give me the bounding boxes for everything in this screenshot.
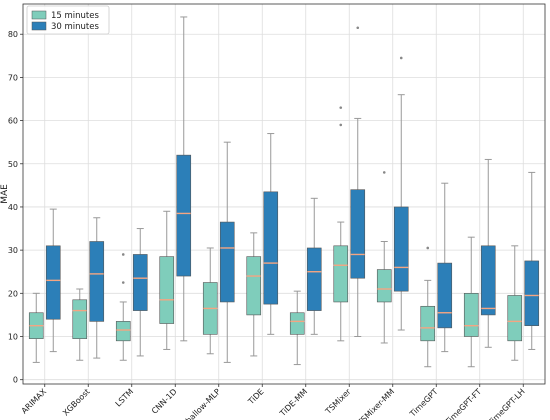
box-body [480, 245, 496, 316]
x-tick-label: ARIMAX [20, 387, 49, 416]
x-tick-label: CNN-1D [150, 387, 179, 416]
outlier-point [356, 26, 360, 30]
box-body [333, 245, 349, 303]
box-30-minutes-Shallow-MLP [219, 141, 235, 363]
y-tick-label: 60 [8, 117, 18, 126]
box-body [219, 221, 235, 303]
outlier-point [426, 246, 430, 250]
box-30-minutes-TSMixer [350, 26, 366, 337]
legend-label: 15 minutes [51, 11, 99, 21]
box-15-minutes-Shallow-MLP [202, 247, 218, 355]
box-30-minutes-TimeGPT-LH [524, 171, 540, 350]
grid-layer [23, 4, 545, 384]
outlier-point [121, 253, 125, 256]
box-body [524, 260, 540, 327]
box-body [393, 206, 409, 292]
x-tick-label: TSMixer [323, 387, 353, 417]
box-body [246, 256, 262, 316]
outlier-point [339, 106, 343, 109]
box-body [159, 256, 175, 324]
box-15-minutes-TimeGPT-LH [507, 245, 523, 361]
box-15-minutes-TiDE [246, 232, 262, 357]
legend-label: 30 minutes [51, 22, 99, 32]
x-tick-label: Shallow-MLP [180, 387, 222, 420]
box-15-minutes-ARIMAX [28, 292, 44, 363]
box-30-minutes-TimeGPT [437, 182, 453, 353]
y-tick-label: 0 [13, 376, 18, 385]
y-tick-label: 70 [8, 73, 18, 82]
plot-layer [28, 16, 540, 368]
outlier-point [399, 56, 403, 60]
box-15-minutes-TiDE-MM [289, 290, 305, 366]
box-15-minutes-TSMixer [333, 106, 349, 342]
y-tick-label: 10 [8, 333, 18, 342]
x-tick-label: LSTM [114, 387, 136, 409]
box-30-minutes-CNN-1D [176, 16, 192, 342]
legend-box [26, 5, 110, 35]
box-body [437, 262, 453, 329]
box-body [176, 154, 192, 277]
x-tick-label: TimeGPT-FT [443, 387, 483, 420]
legend-swatch [31, 10, 47, 20]
box-body [350, 189, 366, 279]
box-body [45, 245, 61, 320]
box-15-minutes-CNN-1D [159, 210, 175, 350]
box-body [115, 321, 131, 342]
plot-frame [22, 3, 546, 385]
box-30-minutes-ARIMAX [45, 208, 61, 353]
box-30-minutes-TiDE-MM [306, 197, 322, 335]
box-body [89, 241, 105, 322]
box-body [72, 299, 88, 339]
y-tick-label: 80 [8, 30, 18, 39]
box-15-minutes-TimeGPT [420, 246, 436, 368]
y-tick-label: 40 [8, 203, 18, 212]
box-body [376, 269, 392, 303]
box-15-minutes-TSMixer-MM [376, 171, 392, 344]
y-tick-label: 50 [8, 160, 18, 169]
y-tick-label: 20 [8, 289, 18, 298]
box-body [132, 254, 148, 311]
outlier-point [121, 281, 125, 284]
box-15-minutes-TimeGPT-FT [463, 236, 479, 368]
x-tick-label: XGBoost [61, 387, 92, 418]
legend-swatch [31, 21, 47, 31]
box-30-minutes-TimeGPT-FT [480, 158, 496, 348]
y-tick-label: 30 [8, 246, 18, 255]
x-tick-label: TiDE [246, 387, 266, 407]
box-body [463, 293, 479, 337]
box-30-minutes-TSMixer-MM [393, 56, 409, 331]
box-30-minutes-XGBoost [89, 217, 105, 359]
box-15-minutes-XGBoost [72, 288, 88, 361]
box-30-minutes-TiDE [263, 133, 279, 335]
box-body [263, 191, 279, 305]
x-tick-label: TiDE-MM [277, 387, 309, 419]
x-tick-label: TSMixer-MM [355, 387, 396, 420]
box-body [306, 247, 322, 311]
box-30-minutes-LSTM [132, 228, 148, 357]
box-15-minutes-LSTM [115, 253, 131, 361]
box-body [289, 312, 305, 335]
x-tick-label: TimeGPT-LH [486, 387, 527, 420]
box-body [507, 295, 523, 342]
box-body [420, 305, 436, 342]
outlier-point [339, 123, 343, 127]
y-axis-title: MAE [0, 184, 10, 204]
x-tick-label: TimeGPT [407, 387, 439, 419]
outlier-point [382, 171, 386, 174]
